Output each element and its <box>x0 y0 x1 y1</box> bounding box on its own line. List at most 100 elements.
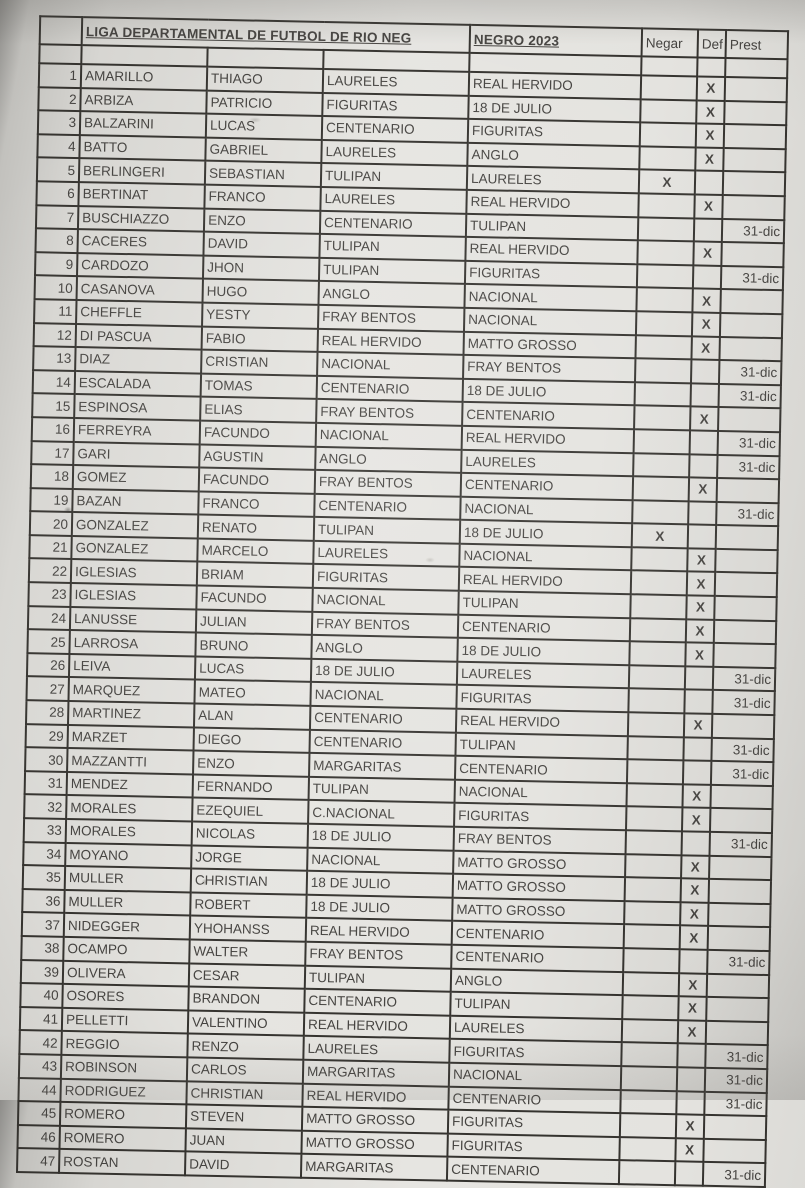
cell-prest <box>722 171 786 197</box>
cell-prest: 31-dic <box>721 218 785 244</box>
cell-def: X <box>686 571 716 596</box>
cell-prest <box>708 879 772 904</box>
cell-nombre: DAVID <box>184 1151 302 1178</box>
cell-prest: 31-dic <box>704 1091 767 1117</box>
cell-def: X <box>695 147 724 172</box>
cell-n: 6 <box>36 181 79 206</box>
cell-club_origen: REAL HERVIDO <box>302 1083 449 1110</box>
cell-n: 47 <box>17 1148 60 1173</box>
cell-n: 30 <box>25 747 68 772</box>
cell-nombre: FABIO <box>201 326 319 353</box>
cell-prest: 31-dic <box>705 1044 768 1069</box>
cell-prest: 31-dic <box>712 690 775 716</box>
cell-n: 27 <box>26 676 69 701</box>
cell-club_destino: FIGURITAS <box>456 685 629 713</box>
cell-negar <box>635 334 692 360</box>
cell-club_destino: CENTENARIO <box>446 1156 620 1185</box>
cell-n: 36 <box>22 888 65 914</box>
cell-negar: X <box>638 169 696 195</box>
cell-def: X <box>680 878 710 903</box>
cell-def: X <box>691 312 721 337</box>
cell-club_origen: MARGARITAS <box>300 1154 448 1181</box>
cell-def: X <box>696 100 725 125</box>
cell-negar <box>624 900 681 926</box>
cell-def: X <box>687 548 716 573</box>
cell-club_origen: MARGARITAS <box>302 1059 450 1087</box>
cell-prest <box>710 784 773 810</box>
cell-club_destino: FRAY BENTOS <box>463 354 636 382</box>
cell-prest: 31-dic <box>717 454 780 480</box>
cell-club_origen: CENTENARIO <box>321 116 469 143</box>
cell-nombre: FRANCO <box>198 491 315 518</box>
cell-n: 12 <box>33 322 77 348</box>
cell-nombre: CHRISTIAN <box>190 868 308 895</box>
cell-prest <box>703 1138 766 1164</box>
cell-apellido: ROMERO <box>59 1102 187 1129</box>
cell-apellido: MORALES <box>66 795 193 822</box>
transfer-list-table: LIGA DEPARTAMENTAL DE FUTBOL DE RIO NEG … <box>16 15 789 1188</box>
cell-n: 17 <box>31 440 74 466</box>
cell-club_destino: FIGURITAS <box>447 1133 620 1161</box>
cell-prest <box>719 312 783 338</box>
cell-prest: 31-dic <box>711 737 774 763</box>
cell-club_destino: MATTO GROSSO <box>452 873 626 901</box>
cell-n: 42 <box>19 1030 62 1055</box>
cell-club_destino: REAL HERVIDO <box>455 708 629 736</box>
cell-def <box>674 1161 704 1186</box>
cell-negar <box>633 429 691 454</box>
cell-club_origen: CENTENARIO <box>316 375 464 403</box>
cell-apellido: OCAMPO <box>63 936 190 963</box>
cell-nombre: ENZO <box>203 208 321 235</box>
cell-nombre: HUGO <box>202 278 319 305</box>
cell-negar <box>633 452 690 478</box>
cell-nombre: BRIAM <box>196 561 314 588</box>
cell-nombre: FACUNDO <box>196 585 313 612</box>
cell-negar <box>621 1042 678 1068</box>
cell-club_destino: REAL HERVIDO <box>466 189 639 217</box>
cell-club_destino: FRAY BENTOS <box>453 826 627 854</box>
cell-club_destino: MATTO GROSSO <box>463 331 636 359</box>
cell-club_origen: 18 DE JULIO <box>310 658 458 686</box>
cell-negar <box>630 594 687 619</box>
cell-n: 10 <box>34 275 78 300</box>
cell-apellido: ESCALADA <box>74 370 202 397</box>
cell-prest: 31-dic <box>716 501 779 527</box>
cell-nombre: DAVID <box>203 231 320 258</box>
cell-nombre: JUAN <box>185 1128 302 1155</box>
cell-def <box>683 736 712 762</box>
cell-club_destino: CENTENARIO <box>460 472 634 500</box>
cell-club_origen: CENTENARIO <box>319 210 467 237</box>
cell-n: 18 <box>30 464 74 489</box>
cell-negar <box>636 264 694 289</box>
cell-apellido: MAZZANTTI <box>67 748 194 775</box>
cell-def <box>684 666 714 691</box>
cell-def: X <box>694 194 723 219</box>
cell-club_origen: CENTENARIO <box>309 729 456 756</box>
cell-apellido: GONZALEZ <box>71 512 199 539</box>
cell-negar <box>625 853 682 879</box>
cell-club_origen: FRAY BENTOS <box>305 941 452 969</box>
cell-nombre: CARLOS <box>186 1057 304 1084</box>
cell-prest <box>707 926 771 952</box>
cell-n: 20 <box>29 511 73 536</box>
cell-club_destino: CENTENARIO <box>451 944 624 972</box>
cell-club_origen: 18 DE JULIO <box>306 870 454 898</box>
cell-club_destino: NACIONAL <box>464 284 637 312</box>
cell-negar <box>640 98 697 124</box>
cell-club_origen: FRAY BENTOS <box>318 304 465 332</box>
cell-club_destino: CENTENARIO <box>462 402 635 430</box>
cell-negar <box>638 193 695 218</box>
cell-n: 32 <box>24 794 67 819</box>
cell-def: X <box>679 925 709 950</box>
cell-negar <box>623 924 681 950</box>
cell-club_origen: TULIPAN <box>320 163 468 190</box>
cell-negar <box>619 1136 676 1162</box>
cell-nombre: GABRIEL <box>205 137 322 164</box>
cell-club_origen: CENTENARIO <box>304 988 451 1016</box>
cell-prest <box>724 100 787 126</box>
cell-n: 39 <box>20 959 64 985</box>
cell-nombre: LUCAS <box>205 113 323 140</box>
cell-club_destino: REAL HERVIDO <box>458 567 632 595</box>
cell-apellido: MULLER <box>64 889 191 916</box>
cell-def: X <box>682 784 711 809</box>
